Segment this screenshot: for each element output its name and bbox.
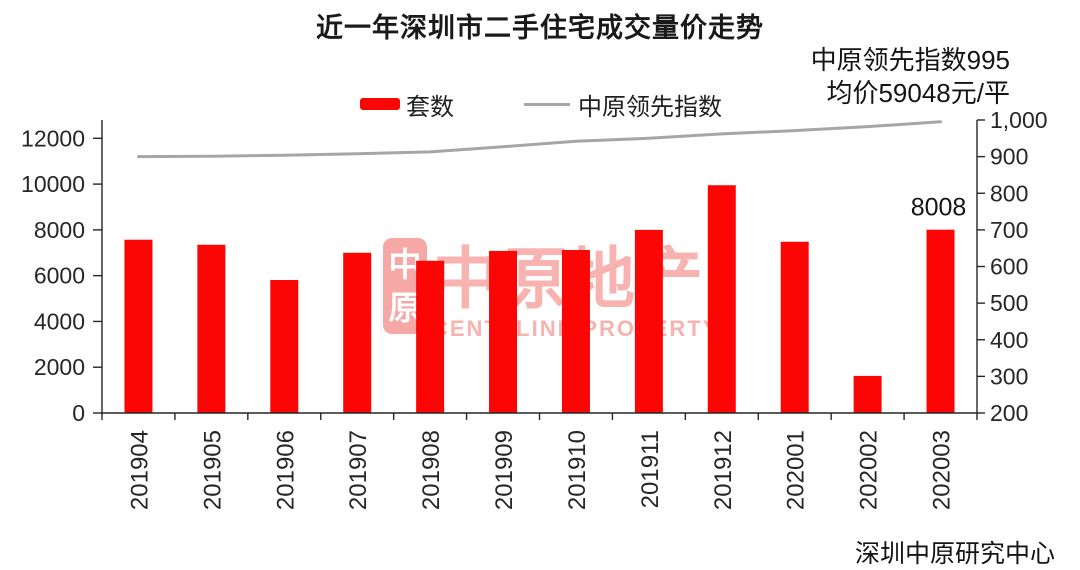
x-tick-label-202003: 202003 [929,430,956,510]
bar-201907 [343,252,372,413]
right-tick-label: 300 [990,363,1028,389]
x-tick-label-201908: 201908 [418,430,445,510]
left-tick-label: 10000 [21,171,85,197]
right-tick-label: 700 [990,217,1028,243]
annotation-block: 中原领先指数995 均价59048元/平 [811,44,1010,110]
legend-label-units: 套数 [406,93,454,121]
right-tick-label: 800 [990,180,1028,206]
right-tick-label: 500 [990,290,1028,316]
bar-201912 [707,185,736,413]
centaline-logo-icon: 中 原 [383,238,427,334]
bar-201911 [634,229,663,413]
bar-201905 [197,244,226,413]
left-tick-label: 2000 [34,354,85,380]
left-tick-label: 8000 [34,217,85,243]
index-line [136,120,943,159]
chart-title: 近一年深圳市二手住宅成交量价走势 [316,13,764,43]
bar-value-label: 8008 [911,194,967,222]
source-credit: 深圳中原研究中心 [854,540,1055,568]
legend-item-index: 中原领先指数 [524,90,722,121]
line-series-swatch-icon [524,102,570,106]
bar-202003 [926,229,955,413]
legend-item-units: 套数 [360,90,454,121]
left-tick-label: 6000 [34,263,85,289]
annotation-index: 中原领先指数995 [810,45,1010,75]
x-tick-label-201904: 201904 [126,430,153,510]
x-tick-label-202002: 202002 [856,430,883,510]
bar-201906 [270,280,299,413]
right-tick-label: 600 [990,254,1028,280]
legend-label-index: 中原领先指数 [578,93,722,121]
x-tick-label-201909: 201909 [491,430,518,510]
left-tick-label: 4000 [34,308,85,334]
bar-201910 [561,250,590,413]
bar-201909 [489,250,518,413]
x-tick-label-201907: 201907 [345,430,372,510]
bar-202002 [853,375,882,413]
bar-201904 [124,239,153,413]
x-tick-label-201905: 201905 [199,430,226,510]
bar-202001 [780,241,809,413]
annotation-avg-price: 均价59048元/平 [826,78,1010,108]
left-tick-label: 0 [72,400,85,426]
bar-series-swatch-icon [360,98,400,110]
x-tick-label-201906: 201906 [272,430,299,510]
right-tick-label: 1,000 [990,107,1048,133]
x-tick-label-202001: 202001 [783,430,810,510]
legend: 套数 中原领先指数 [360,90,722,121]
x-tick-label-201910: 201910 [564,430,591,510]
left-tick-label: 12000 [21,125,85,151]
x-tick-label-201911: 201911 [637,430,664,508]
bar-201908 [416,260,445,413]
x-tick-label-201912: 201912 [710,430,737,510]
right-tick-label: 900 [990,144,1028,170]
right-tick-label: 200 [990,400,1028,426]
right-tick-label: 400 [990,327,1028,353]
